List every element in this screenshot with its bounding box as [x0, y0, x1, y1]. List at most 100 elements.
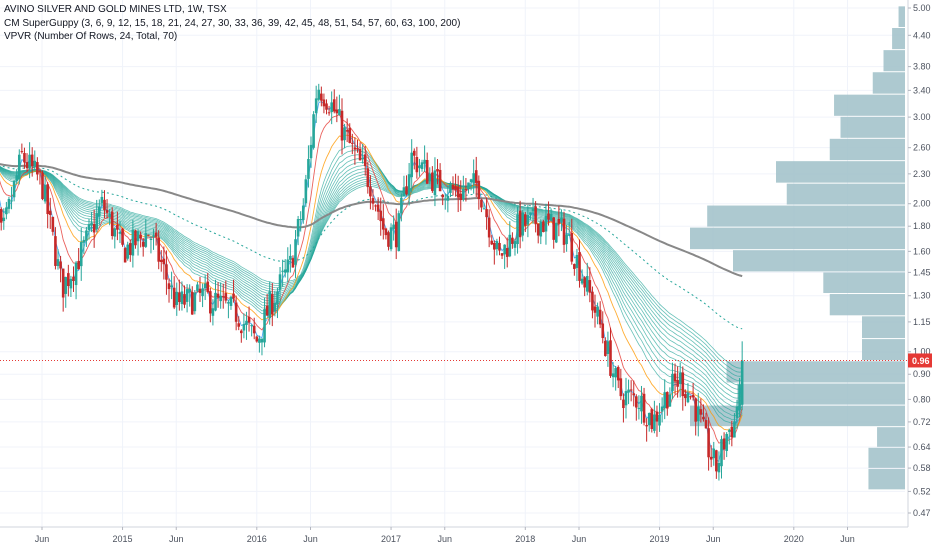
candle-body	[149, 238, 153, 240]
candle-body	[108, 213, 111, 217]
candle-body	[490, 240, 494, 245]
candle-body	[343, 127, 346, 141]
symbol-title[interactable]: AVINO SILVER AND GOLD MINES LTD, 1W, TSX	[4, 4, 227, 15]
candle-body	[61, 268, 65, 298]
candle-body	[562, 218, 566, 245]
candle-body	[36, 162, 39, 175]
candle-body	[575, 254, 579, 268]
candle-body	[389, 227, 393, 250]
candle-body	[263, 309, 266, 343]
candle-body	[738, 384, 741, 411]
volume-profile-bar	[829, 294, 905, 316]
candle-body	[314, 98, 318, 114]
x-tick-label: Jun	[169, 534, 184, 544]
candle-body	[446, 195, 450, 201]
candle-body	[25, 162, 29, 169]
candle-body	[5, 207, 8, 215]
x-tick-label: 2019	[650, 534, 670, 544]
candle-body	[498, 243, 501, 251]
candle-body	[529, 212, 532, 215]
candle-body	[0, 209, 3, 223]
candle-body	[206, 281, 210, 293]
candle-body	[400, 197, 403, 214]
candle-body	[69, 278, 73, 289]
candle-body	[554, 222, 558, 243]
candle-body	[165, 264, 168, 280]
time-axis[interactable]: Jun 2015 Jun 2016 Jun 2017 Jun 2018 Jun 2019 Jun 20…	[0, 526, 908, 544]
x-tick-label: Jun	[437, 534, 452, 544]
candle-body	[85, 230, 88, 241]
candle-body	[653, 414, 656, 431]
volume-profile-bar	[737, 383, 905, 405]
candle-body	[691, 395, 695, 398]
candle-body	[232, 293, 235, 299]
candle-body	[98, 206, 101, 217]
candle-body	[464, 189, 468, 191]
guppy-slow-ema	[0, 167, 743, 399]
candle-body	[268, 291, 272, 319]
guppy-slow-ema	[0, 166, 743, 386]
candle-body	[229, 296, 233, 306]
candle-body	[103, 199, 106, 211]
volume-profile-bar	[877, 427, 905, 447]
candle-body	[699, 409, 703, 415]
x-tick-label: 2020	[784, 534, 804, 544]
candle-body	[647, 412, 651, 426]
candle-body	[485, 209, 488, 218]
volume-profile-bar	[862, 339, 905, 361]
candle-body	[730, 426, 734, 438]
candle-body	[330, 102, 333, 113]
volume-profile-bar	[834, 94, 905, 116]
candle-body	[23, 153, 26, 163]
candle-body	[472, 173, 475, 184]
superguppy-legend[interactable]: CM SuperGuppy (3, 6, 9, 12, 15, 18, 21, …	[4, 17, 461, 29]
candle-body	[265, 305, 269, 316]
candle-body	[139, 234, 142, 239]
candle-body	[332, 99, 336, 112]
y-tick-label: 0.47	[913, 508, 931, 518]
guppy-slow-ema	[0, 161, 743, 408]
candle-body	[79, 242, 83, 267]
ema-200	[0, 163, 743, 278]
x-tick-label: Jun	[572, 534, 587, 544]
candle-body	[20, 151, 24, 153]
candle-body	[216, 293, 220, 298]
candle-body	[188, 288, 191, 293]
candle-body	[348, 127, 352, 143]
volume-profile-bar	[786, 183, 905, 205]
candle-body	[278, 274, 282, 290]
candle-body	[415, 157, 419, 173]
candle-body	[327, 112, 331, 114]
candle-body	[632, 393, 636, 396]
y-tick-label: 3.80	[913, 62, 931, 72]
candle-body	[480, 199, 483, 208]
candle-body	[402, 187, 406, 196]
vpvr-legend[interactable]: VPVR (Number Of Rows, 24, Total, 70)	[4, 31, 178, 42]
candle-body	[505, 248, 509, 257]
volume-profile-bar	[823, 272, 905, 294]
y-tick-label: 0.80	[913, 394, 931, 404]
candle-body	[369, 186, 372, 197]
candle-body	[583, 277, 586, 288]
candle-body	[560, 217, 563, 222]
candle-body	[456, 186, 460, 198]
candle-body	[371, 198, 375, 204]
candle-body	[309, 144, 313, 159]
candle-body	[420, 162, 424, 169]
guppy-slow-ema	[0, 166, 743, 373]
candle-body	[451, 184, 455, 190]
candle-body	[356, 148, 359, 150]
volume-profile-bar	[829, 138, 905, 161]
candle-body	[531, 208, 535, 212]
candle-body	[340, 110, 344, 141]
candle-body	[387, 232, 390, 247]
candle-body	[317, 89, 321, 100]
candle-body	[500, 253, 504, 256]
candle-body	[379, 210, 383, 222]
candle-body	[673, 373, 677, 382]
price-axis[interactable]: 5.00 4.40 3.80 3.40 3.00 2.60 2.30 2.00 1.80 1.60…	[907, 0, 932, 527]
volume-profile-bar	[840, 116, 905, 138]
candle-body	[273, 302, 277, 312]
candle-body	[183, 294, 186, 305]
